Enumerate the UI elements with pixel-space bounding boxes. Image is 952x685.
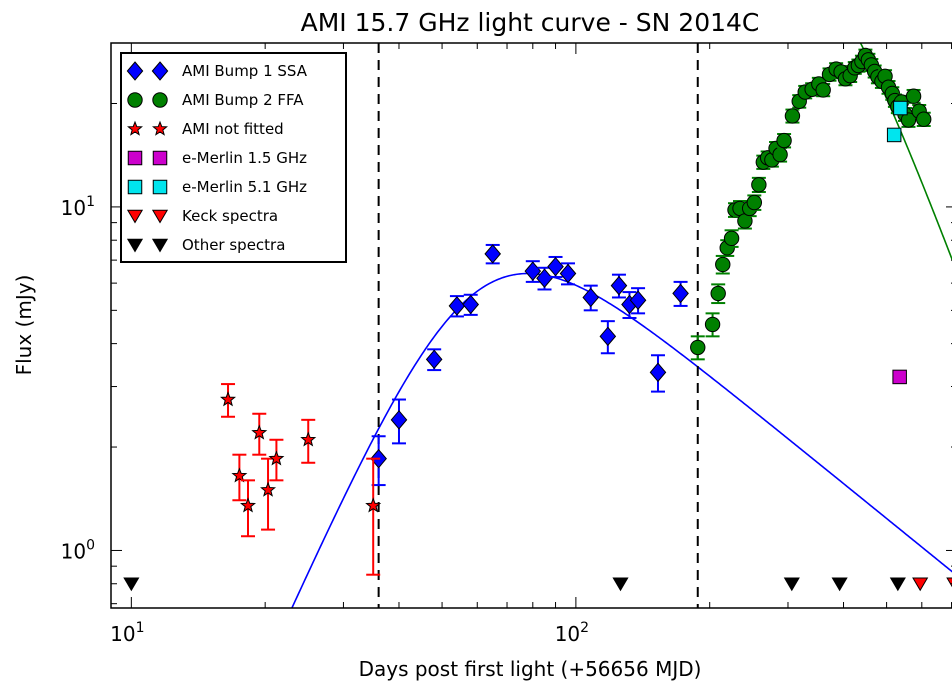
diamond-marker bbox=[425, 349, 443, 370]
circle-marker bbox=[905, 88, 922, 104]
series-e-merlin-1-5-ghz bbox=[892, 369, 907, 385]
star-marker bbox=[365, 497, 382, 513]
square-marker bbox=[127, 179, 143, 195]
x-tick-label: 101 bbox=[110, 620, 144, 646]
error-bar bbox=[366, 457, 381, 576]
diamond-marker bbox=[559, 263, 577, 284]
chart-title: AMI 15.7 GHz light curve - SN 2014C bbox=[301, 8, 760, 37]
circle-marker bbox=[710, 285, 726, 302]
legend-label: Keck spectra bbox=[182, 207, 278, 225]
circle-marker bbox=[127, 92, 143, 108]
star-marker bbox=[268, 450, 285, 466]
circle-marker bbox=[723, 230, 740, 247]
legend-entry: AMI Bump 1 SSA bbox=[126, 61, 308, 81]
series-e-merlin-5-1-ghz bbox=[886, 100, 908, 143]
diamond-marker bbox=[462, 294, 480, 315]
diamond-marker bbox=[610, 275, 628, 296]
error-bar bbox=[261, 457, 276, 531]
circle-marker bbox=[772, 146, 788, 163]
triangle-down-marker bbox=[151, 209, 169, 224]
series-ami-bump-2-ffa bbox=[690, 47, 932, 361]
triangle-down-marker bbox=[123, 577, 140, 592]
phase-dividers bbox=[377, 43, 699, 608]
star-marker bbox=[152, 120, 168, 136]
diamond-marker bbox=[582, 287, 600, 308]
star-marker bbox=[231, 467, 248, 483]
square-marker bbox=[892, 369, 907, 385]
circle-marker bbox=[815, 82, 831, 98]
star-marker bbox=[127, 120, 143, 136]
legend-entry: e-Merlin 5.1 GHz bbox=[127, 178, 307, 196]
legend-label: Other spectra bbox=[182, 236, 285, 254]
legend-label: AMI Bump 2 FFA bbox=[182, 91, 304, 109]
square-marker bbox=[127, 150, 143, 166]
circle-marker bbox=[704, 316, 721, 333]
square-marker bbox=[152, 150, 168, 166]
legend-entry: Other spectra bbox=[126, 236, 285, 254]
circle-marker bbox=[715, 256, 731, 273]
diamond-marker bbox=[629, 290, 647, 311]
diamond-marker bbox=[547, 256, 564, 277]
x-axis-label: Days post first light (+56656 MJD) bbox=[359, 657, 702, 681]
star-marker bbox=[251, 424, 268, 440]
circle-marker bbox=[751, 177, 767, 193]
legend-label: AMI not fitted bbox=[182, 120, 284, 138]
triangle-down-marker bbox=[912, 577, 929, 592]
series-ami-bump-1-ssa bbox=[370, 243, 689, 487]
diamond-marker bbox=[126, 61, 144, 81]
triangle-down-marker bbox=[783, 577, 800, 592]
diamond-marker bbox=[390, 410, 408, 430]
star-marker bbox=[220, 391, 237, 407]
series-other-spectra bbox=[123, 577, 906, 592]
legend-label: AMI Bump 1 SSA bbox=[182, 62, 308, 80]
circle-marker bbox=[784, 108, 801, 124]
circle-marker bbox=[916, 111, 932, 127]
triangle-down-marker bbox=[889, 577, 906, 592]
square-marker bbox=[152, 179, 168, 195]
triangle-down-marker bbox=[946, 577, 952, 588]
circle-marker bbox=[776, 132, 792, 149]
x-tick-label: 102 bbox=[555, 620, 589, 646]
legend-entry: AMI not fitted bbox=[127, 120, 284, 138]
diamond-marker bbox=[484, 244, 502, 264]
ssa-model-curve bbox=[291, 272, 952, 608]
legend: AMI Bump 1 SSA AMI Bump 2 FFA AMI not fitt… bbox=[120, 52, 347, 263]
data-points bbox=[123, 47, 952, 592]
star-marker bbox=[300, 431, 317, 447]
diamond-marker bbox=[649, 362, 667, 383]
ffa-model-curve bbox=[859, 43, 952, 262]
circle-marker bbox=[746, 194, 763, 211]
series-keck-spectra bbox=[912, 577, 952, 592]
y-tick-label: 100 bbox=[61, 537, 95, 563]
diamond-marker bbox=[536, 268, 553, 289]
triangle-down-marker bbox=[612, 577, 629, 592]
y-axis-label: Flux (mJy) bbox=[12, 275, 36, 376]
triangle-down-marker bbox=[126, 209, 144, 224]
circle-marker bbox=[900, 112, 917, 128]
plot-frame bbox=[110, 42, 952, 609]
square-marker bbox=[886, 127, 902, 143]
legend-label: e-Merlin 5.1 GHz bbox=[182, 178, 307, 196]
legend-entry: Keck spectra bbox=[126, 207, 278, 225]
diamond-marker bbox=[599, 326, 617, 347]
circle-marker bbox=[152, 92, 168, 108]
triangle-down-marker bbox=[126, 238, 144, 253]
star-marker bbox=[260, 481, 277, 497]
legend-label: e-Merlin 1.5 GHz bbox=[182, 149, 307, 167]
legend-entry: e-Merlin 1.5 GHz bbox=[127, 149, 307, 167]
diamond-marker bbox=[448, 296, 466, 316]
square-marker bbox=[893, 100, 908, 116]
diamond-marker bbox=[151, 61, 169, 81]
circle-marker bbox=[690, 339, 706, 356]
triangle-down-marker bbox=[831, 577, 848, 592]
series-ami-not-fitted bbox=[220, 383, 382, 576]
star-marker bbox=[240, 497, 256, 513]
diamond-marker bbox=[672, 283, 689, 304]
triangle-down-marker bbox=[151, 238, 169, 253]
legend-entry: AMI Bump 2 FFA bbox=[127, 91, 304, 109]
model-curves bbox=[291, 43, 952, 608]
y-tick-label: 101 bbox=[61, 194, 95, 220]
